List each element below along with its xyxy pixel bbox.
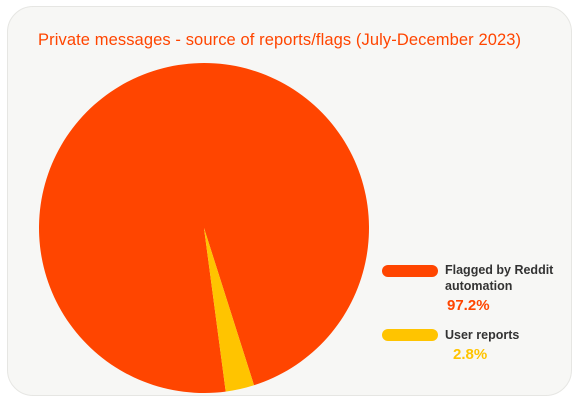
legend-label-automation-line1: Flagged by Reddit [445, 263, 554, 277]
legend-label-user-reports: User reports [445, 328, 520, 342]
legend-value-user-reports: 2.8% [453, 346, 488, 363]
chart-card: Private messages - source of reports/fla… [7, 6, 572, 396]
pie-slice-user-reports [204, 228, 255, 392]
pie-slices [38, 63, 369, 394]
legend-label-automation-line2: automation [445, 279, 513, 293]
legend-value-automation: 97.2% [447, 297, 490, 314]
chart-title: Private messages - source of reports/fla… [38, 31, 522, 49]
legend-swatch-user-reports [382, 329, 438, 341]
pie-slice-automation [38, 63, 369, 394]
legend-label-automation: Flagged by Reddit automation [445, 262, 553, 294]
pie-chart [38, 63, 369, 394]
legend-swatch-automation [382, 265, 438, 277]
